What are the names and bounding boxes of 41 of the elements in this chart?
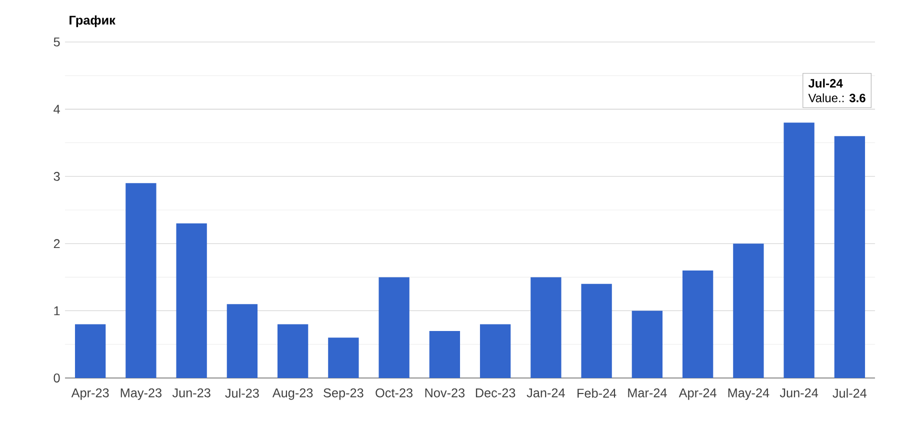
y-tick-label: 5 [54,38,60,46]
bar [581,284,612,378]
bar [277,324,308,378]
annotation: Jul-24 [808,78,843,88]
bar [328,338,359,378]
x-tick-label: Mar-24 [628,388,667,398]
x-tick-label: Jul-23 [225,388,259,398]
bar [480,324,511,378]
bar [834,136,866,378]
bar [632,310,663,378]
y-tick-label: 1 [54,306,60,316]
bar [378,277,410,378]
y-tick-label: 4 [54,104,60,114]
x-tick-label: May-23 [120,388,162,400]
x-tick-label: Nov-23 [425,388,465,398]
bar [429,330,460,378]
x-tick-label: Dec-23 [476,388,516,398]
x-tick-label: Jun-24 [780,388,818,398]
x-tick-label: Jun-23 [172,388,210,398]
x-tick-label: Jul-24 [832,388,867,398]
x-tick-label: Jan-24 [526,388,565,398]
bar [784,122,814,378]
y-tick-label: 3 [54,172,60,181]
x-tick-label: Apr-23 [71,388,109,400]
y-tick-label: 0 [54,374,60,382]
x-tick-label: Apr-24 [678,388,716,400]
bar [74,324,106,378]
bar [126,183,156,378]
annotation: Value.: 3.6 [808,93,866,102]
x-tick-label: Oct-23 [376,388,413,398]
bar [733,244,764,378]
x-tick-label: Sep-23 [324,388,364,400]
bar [226,304,258,378]
chart-title: График [70,15,116,28]
x-tick-label: Feb-24 [578,388,616,398]
bar [176,223,207,378]
bar [530,277,562,378]
bar [682,270,714,378]
x-tick-label: May-24 [728,388,770,400]
x-tick-label: Aug-23 [272,388,313,400]
y-tick-label: 2 [54,239,60,248]
